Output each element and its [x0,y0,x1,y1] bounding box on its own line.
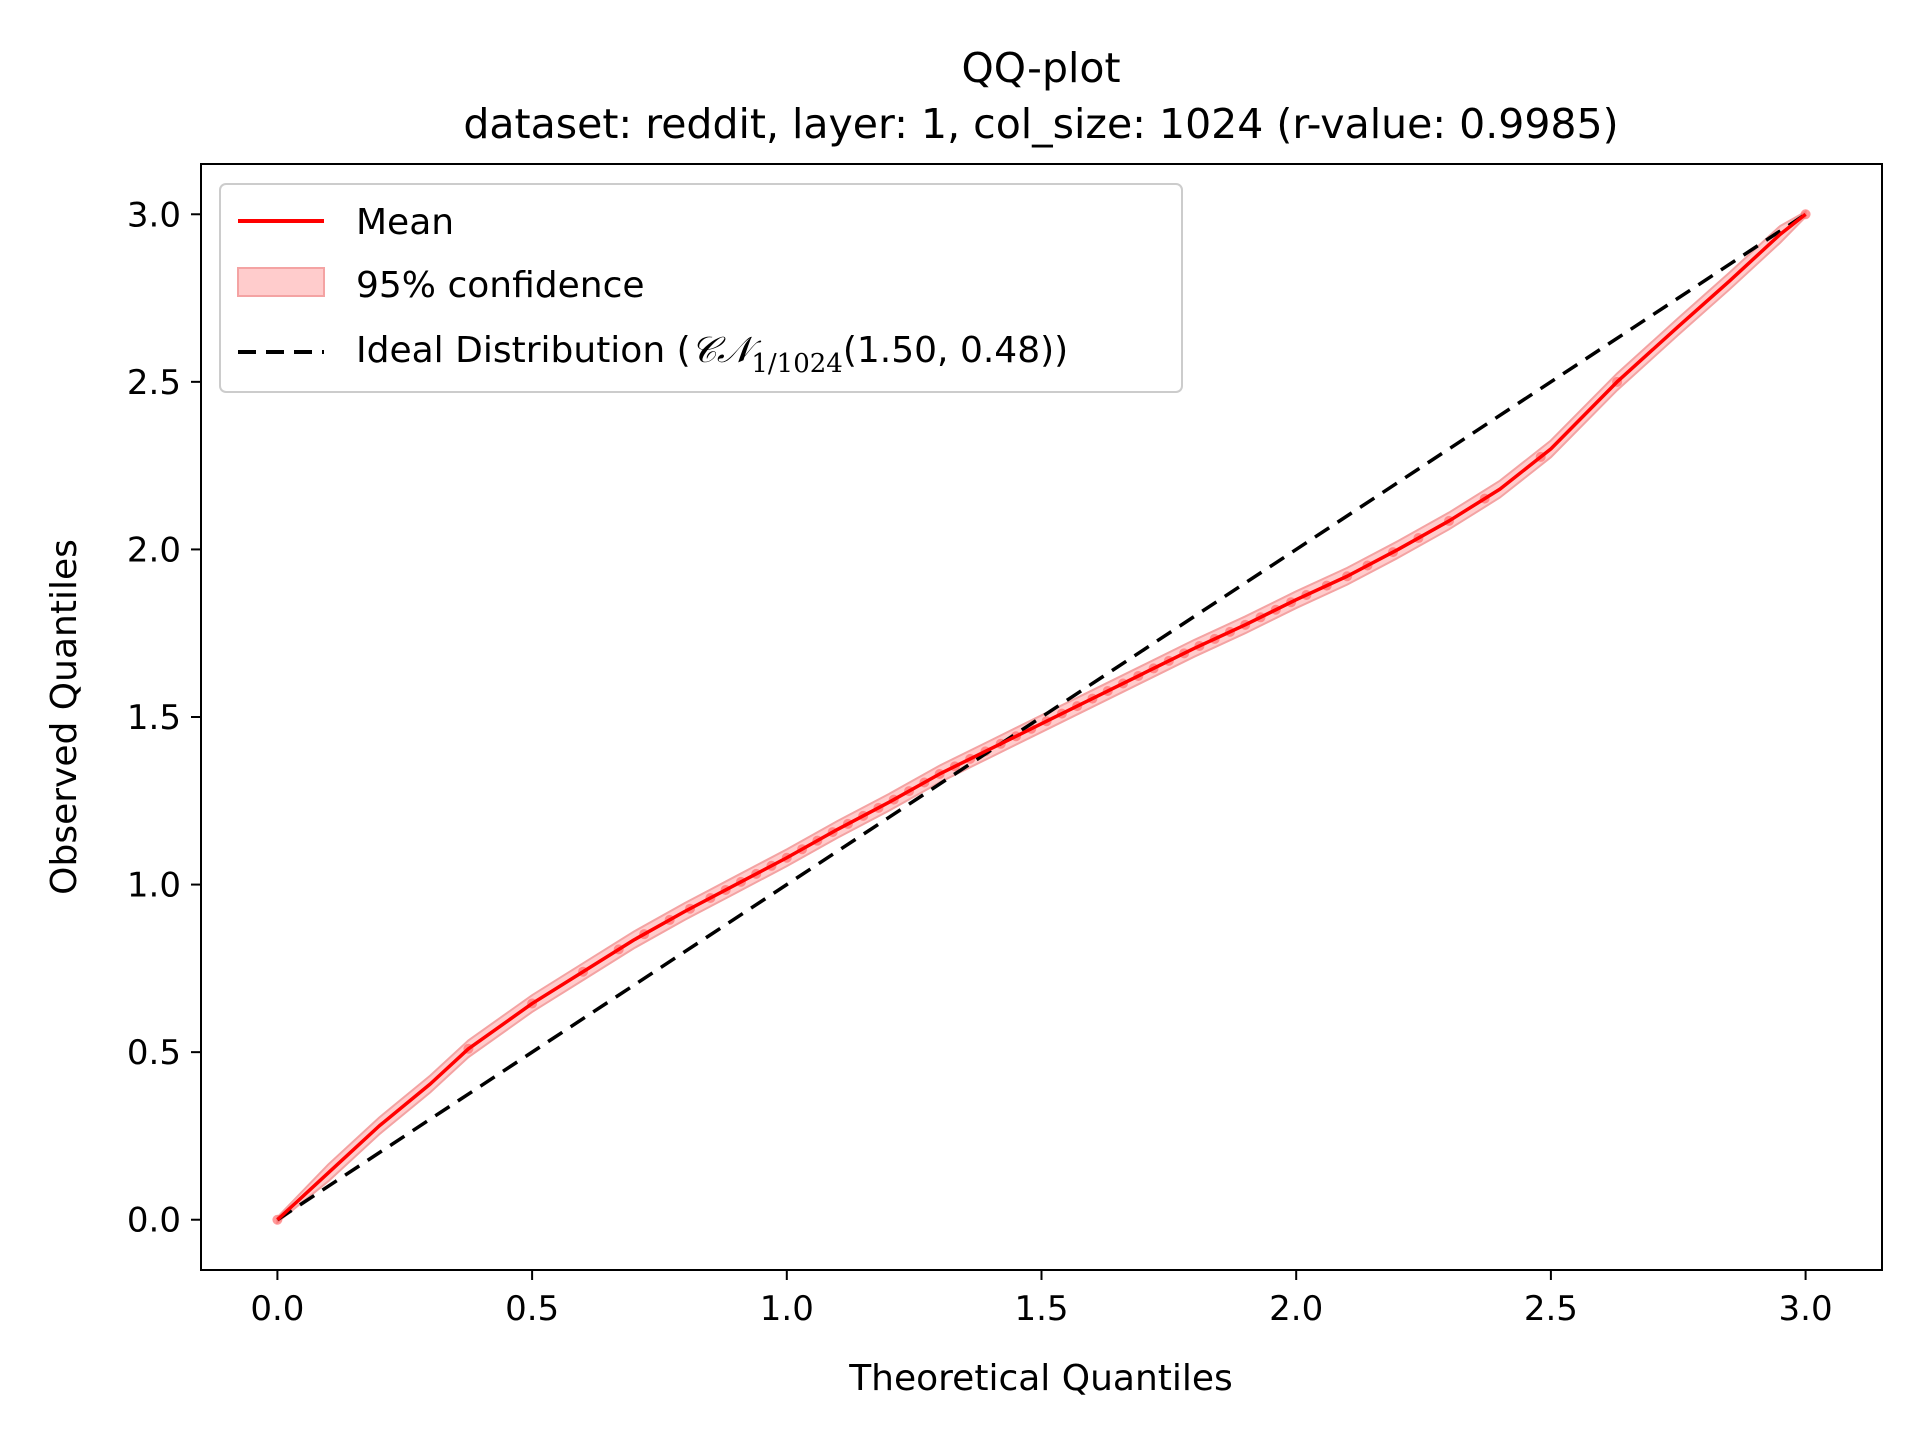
x-tick-label: 1.0 [760,1289,814,1329]
legend: Mean 95% confidence Ideal Distribution (… [219,183,1183,393]
x-tick-label: 0.0 [250,1289,304,1329]
y-tick-label: 3.0 [127,195,181,235]
x-tick-label: 3.0 [1779,1289,1833,1329]
legend-confidence-swatch [237,267,325,297]
y-tick-label: 2.0 [127,530,181,570]
legend-confidence-label: 95% confidence [356,265,645,306]
legend-ideal-symbol: 𝒞𝒩 [691,330,762,371]
y-tick-label: 1.5 [127,698,181,738]
y-axis-ticks: 0.0 0.5 1.0 1.5 2.0 2.5 3.0 [127,195,201,1241]
axes-frame [200,163,1883,1271]
legend-ideal-prefix: Ideal Distribution ( [356,330,691,371]
legend-ideal-label: Ideal Distribution (𝒞𝒩1/1024(1.50, 0.48)… [356,330,1068,379]
y-tick-label: 2.5 [127,363,181,403]
x-tick-label: 0.5 [505,1289,559,1329]
legend-mean-label: Mean [356,202,454,243]
y-tick-label: 1.0 [127,866,181,906]
x-axis-ticks: 0.0 0.5 1.0 1.5 2.0 2.5 3.0 [250,1270,1833,1329]
y-tick-label: 0.0 [127,1201,181,1241]
x-axis-label: Theoretical Quantiles [848,1358,1233,1399]
plot-area [272,209,1811,1225]
legend-ideal-subscript: 1/1024 [751,349,842,379]
x-tick-label: 1.5 [1014,1289,1068,1329]
mean-line [276,212,1807,1222]
ideal-distribution-line [276,212,1807,1222]
chart-subtitle: dataset: reddit, layer: 1, col_size: 102… [463,100,1618,148]
x-tick-label: 2.0 [1269,1289,1323,1329]
y-axis-label: Observed Quantiles [44,539,85,895]
x-tick-label: 2.5 [1524,1289,1578,1329]
chart-title: QQ-plot [961,44,1120,92]
legend-ideal-suffix: (1.50, 0.48)) [843,330,1068,371]
y-tick-label: 0.5 [127,1033,181,1073]
legend-box [219,183,1183,393]
